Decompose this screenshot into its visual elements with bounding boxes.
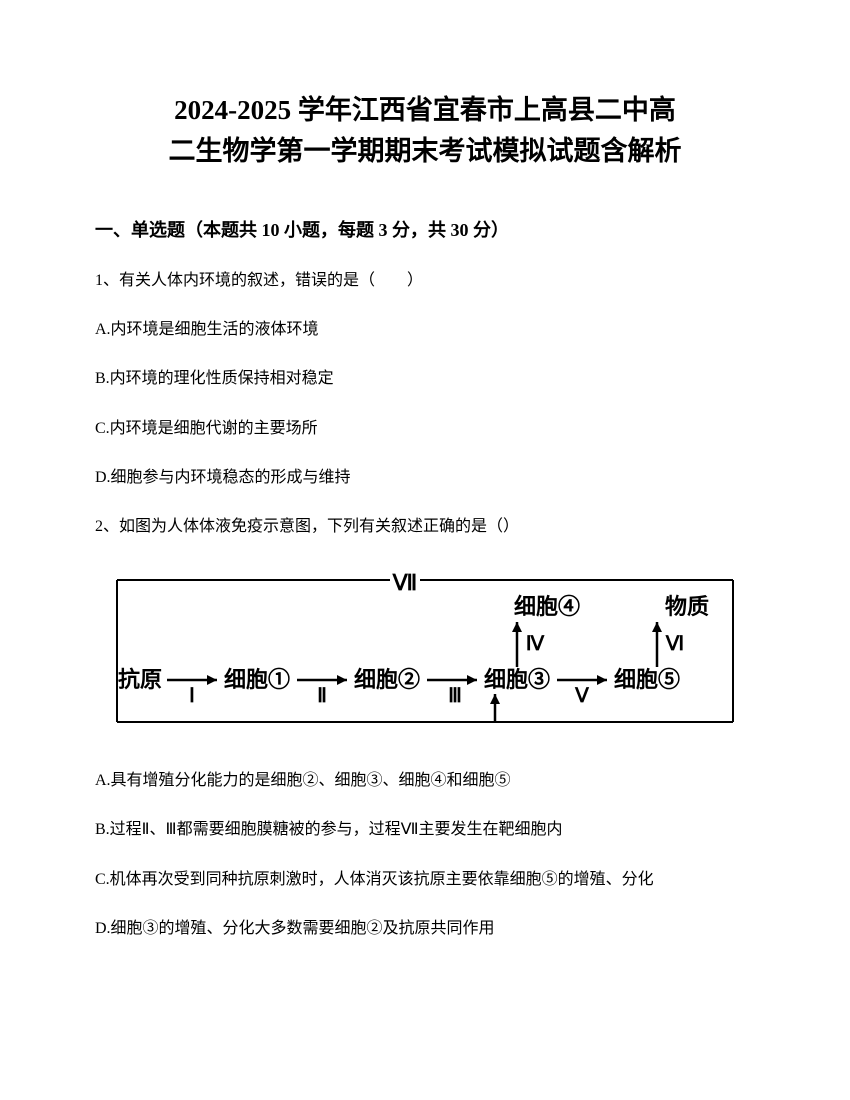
edge-VI: Ⅵ: [665, 633, 684, 655]
q2-option-b: B.过程Ⅱ、Ⅲ都需要细胞膜糖被的参与，过程Ⅶ主要发生在靶细胞内: [95, 816, 755, 843]
node-antigen: 抗原: [118, 667, 162, 692]
q1-option-c: C.内环境是细胞代谢的主要场所: [95, 415, 755, 442]
edge-I: Ⅰ: [189, 685, 195, 707]
q1-option-d: D.细胞参与内环境稳态的形成与维持: [95, 464, 755, 491]
node-cell5: 细胞⑤: [614, 667, 680, 692]
flowchart-svg: 抗原 细胞① 细胞② 细胞③ 细胞④ 细胞⑤ 物质 Ⅰ Ⅱ Ⅲ Ⅳ Ⅴ Ⅵ Ⅶ: [95, 562, 755, 742]
exam-title: 2024-2025 学年江西省宜春市上高县二中高 二生物学第一学期期末考试模拟试…: [95, 90, 755, 171]
q2-stem: 2、如图为人体体液免疫示意图，下列有关叙述正确的是（）: [95, 513, 755, 540]
section-header: 一、单选题（本题共 10 小题，每题 3 分，共 30 分）: [95, 216, 755, 242]
edge-II: Ⅱ: [317, 685, 327, 707]
node-cell2: 细胞②: [354, 667, 420, 692]
q1-stem: 1、有关人体内环境的叙述，错误的是（ ）: [95, 267, 755, 294]
edge-V: Ⅴ: [574, 685, 590, 707]
q1-option-b: B.内环境的理化性质保持相对稳定: [95, 365, 755, 392]
edge-III: Ⅲ: [448, 685, 462, 707]
edge-VII: Ⅶ: [392, 570, 418, 595]
node-substance: 物质: [665, 594, 709, 619]
immunity-diagram: 抗原 细胞① 细胞② 细胞③ 细胞④ 细胞⑤ 物质 Ⅰ Ⅱ Ⅲ Ⅳ Ⅴ Ⅵ Ⅶ: [95, 562, 755, 742]
q2-option-a: A.具有增殖分化能力的是细胞②、细胞③、细胞④和细胞⑤: [95, 767, 755, 794]
title-line1: 2024-2025 学年江西省宜春市上高县二中高: [95, 90, 755, 131]
edge-IV: Ⅳ: [526, 633, 545, 655]
q2-option-d: D.细胞③的增殖、分化大多数需要细胞②及抗原共同作用: [95, 915, 755, 942]
node-cell1: 细胞①: [224, 667, 290, 692]
q1-option-a: A.内环境是细胞生活的液体环境: [95, 316, 755, 343]
node-cell3: 细胞③: [484, 667, 550, 692]
title-line2: 二生物学第一学期期末考试模拟试题含解析: [95, 131, 755, 172]
q2-option-c: C.机体再次受到同种抗原刺激时，人体消灭该抗原主要依靠细胞⑤的增殖、分化: [95, 866, 755, 893]
node-cell4: 细胞④: [514, 594, 580, 619]
